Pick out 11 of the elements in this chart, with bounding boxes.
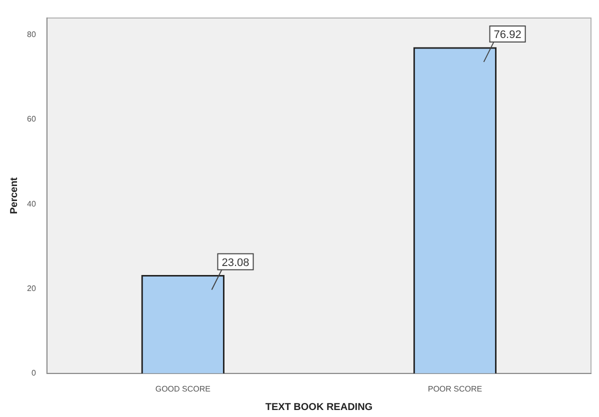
y-tick-label: 60 [26,114,36,124]
y-tick-label: 20 [26,284,36,293]
y-axis-title: Percent [8,176,20,214]
y-tick-label: 40 [26,199,36,208]
y-tick-label: 0 [31,368,36,378]
x-axis-title: TEXT BOOK READING [265,402,373,413]
x-tick-label: GOOD SCORE [155,384,210,394]
x-tick-label: POOR SCORE [428,384,482,394]
y-tick-label: 80 [26,30,36,40]
data-label: 76.92 [494,28,522,41]
data-label: 23.08 [222,256,250,269]
